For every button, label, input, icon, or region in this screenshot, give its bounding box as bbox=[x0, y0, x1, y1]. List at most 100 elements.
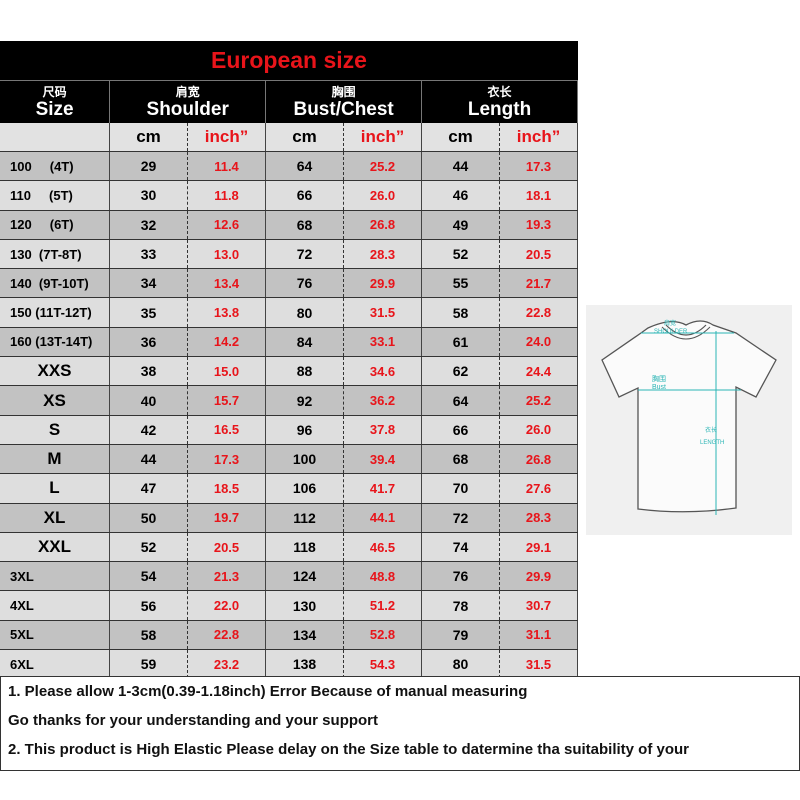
size-label: 110 (5T) bbox=[0, 181, 110, 210]
length-inch-cell: 27.6 bbox=[500, 474, 578, 503]
bust-inch-cell: 29.9 bbox=[344, 269, 422, 298]
size-label: XL bbox=[0, 503, 110, 532]
diagram-bust-en: Bust bbox=[652, 384, 666, 391]
shoulder-inch-cell: 19.7 bbox=[188, 503, 266, 532]
bust-cm-cell: 118 bbox=[266, 532, 344, 562]
shoulder-inch-cell: 22.8 bbox=[188, 620, 266, 650]
bust-cm-cell: 124 bbox=[266, 562, 344, 591]
size-label: XXS bbox=[0, 357, 110, 386]
bust-cm-cell: 76 bbox=[266, 269, 344, 298]
length-inch-cell: 25.2 bbox=[500, 386, 578, 415]
shoulder-cm-cell: 58 bbox=[110, 620, 188, 650]
table-row: XS 40 15.7 92 36.2 64 25.2 bbox=[0, 386, 578, 416]
size-label: 100 (4T) bbox=[0, 152, 110, 181]
shoulder-cm-cell: 35 bbox=[110, 298, 188, 327]
shoulder-cm-cell: 47 bbox=[110, 474, 188, 503]
shoulder-cm-cell: 56 bbox=[110, 591, 188, 620]
table-row: L 47 18.5 106 41.7 70 27.6 bbox=[0, 474, 578, 504]
table-row: 140 (9T-10T) 34 13.4 76 29.9 55 21.7 bbox=[0, 269, 578, 299]
bust-cm-cell: 130 bbox=[266, 591, 344, 620]
table-row: S 42 16.5 96 37.8 66 26.0 bbox=[0, 415, 578, 445]
size-label: L bbox=[0, 474, 110, 503]
bust-inch-cell: 48.8 bbox=[344, 562, 422, 591]
bust-inch-cell: 51.2 bbox=[344, 591, 422, 620]
length-inch-cell: 26.8 bbox=[500, 444, 578, 474]
table-row: 120 (6T) 32 12.6 68 26.8 49 19.3 bbox=[0, 210, 578, 240]
shoulder-inch-cell: 16.5 bbox=[188, 415, 266, 444]
header-length-en: Length bbox=[467, 99, 532, 120]
shoulder-cm-cell: 38 bbox=[110, 357, 188, 386]
length-cm-cell: 58 bbox=[422, 298, 500, 327]
bust-inch-cell: 36.2 bbox=[344, 386, 422, 415]
size-label: 120 (6T) bbox=[0, 210, 110, 239]
bust-cm-cell: 72 bbox=[266, 239, 344, 269]
shoulder-inch-cell: 22.0 bbox=[188, 591, 266, 620]
size-label: 140 (9T-10T) bbox=[0, 269, 110, 298]
bust-inch-cell: 34.6 bbox=[344, 357, 422, 386]
bust-cm-cell: 84 bbox=[266, 327, 344, 357]
length-cm-cell: 64 bbox=[422, 386, 500, 415]
length-cm-cell: 52 bbox=[422, 239, 500, 269]
size-label: XXL bbox=[0, 532, 110, 562]
bust-cm-cell: 138 bbox=[266, 650, 344, 679]
length-inch-cell: 20.5 bbox=[500, 239, 578, 269]
length-cm-cell: 80 bbox=[422, 650, 500, 679]
length-inch-cell: 18.1 bbox=[500, 181, 578, 210]
shoulder-inch-cell: 17.3 bbox=[188, 444, 266, 474]
header-row: 尺码 Size 肩宽 Shoulder 胸围 Bust/Chest 衣长 Length bbox=[0, 81, 578, 123]
shoulder-cm-cell: 36 bbox=[110, 327, 188, 357]
bust-cm-cell: 100 bbox=[266, 444, 344, 474]
table-row: 110 (5T) 30 11.8 66 26.0 46 18.1 bbox=[0, 181, 578, 211]
length-inch-cell: 24.0 bbox=[500, 327, 578, 357]
diagram-shoulder-cn: 肩宽 bbox=[664, 319, 676, 327]
bust-cm-cell: 68 bbox=[266, 210, 344, 239]
note-2: Go thanks for your understanding and you… bbox=[8, 712, 379, 729]
shoulder-cm-cell: 33 bbox=[110, 239, 188, 269]
bust-inch-cell: 41.7 bbox=[344, 474, 422, 503]
bust-cm-cell: 88 bbox=[266, 357, 344, 386]
bust-cm-cell: 66 bbox=[266, 181, 344, 210]
diagram-shoulder-en: SHOULDER bbox=[654, 329, 688, 335]
length-inch-cell: 30.7 bbox=[500, 591, 578, 620]
length-inch-cell: 29.1 bbox=[500, 532, 578, 562]
length-cm-cell: 55 bbox=[422, 269, 500, 298]
length-cm-cell: 79 bbox=[422, 620, 500, 650]
tshirt-icon: 肩宽 SHOULDER 胸围 Bust 衣长 LENGTH bbox=[601, 319, 777, 515]
shoulder-inch-cell: 21.3 bbox=[188, 562, 266, 591]
bust-inch-cell: 31.5 bbox=[344, 298, 422, 327]
shoulder-inch-cell: 23.2 bbox=[188, 650, 266, 679]
header-length: 衣长 Length bbox=[422, 81, 578, 123]
note-1: 1. Please allow 1-3cm(0.39-1.18inch) Err… bbox=[8, 683, 528, 700]
table-row: M 44 17.3 100 39.4 68 26.8 bbox=[0, 444, 578, 475]
header-bust: 胸围 Bust/Chest bbox=[266, 81, 423, 123]
bust-inch-cell: 54.3 bbox=[344, 650, 422, 679]
diagram-length-en: LENGTH bbox=[700, 440, 724, 446]
bust-inch-cell: 37.8 bbox=[344, 415, 422, 444]
bust-inch-cell: 46.5 bbox=[344, 532, 422, 562]
length-cm-cell: 70 bbox=[422, 474, 500, 503]
shoulder-inch-cell: 18.5 bbox=[188, 474, 266, 503]
shoulder-inch-cell: 14.2 bbox=[188, 327, 266, 357]
header-length-cn: 衣长 bbox=[487, 85, 512, 99]
length-inch-cell: 21.7 bbox=[500, 269, 578, 298]
size-label: 150 (11T-12T) bbox=[0, 298, 110, 327]
length-cm-cell: 66 bbox=[422, 415, 500, 444]
length-cm-cell: 46 bbox=[422, 181, 500, 210]
shoulder-inch-cell: 15.7 bbox=[188, 386, 266, 415]
note-3: 2. This product is High Elastic Please d… bbox=[8, 741, 689, 758]
diagram-length-cn: 衣长 bbox=[705, 426, 717, 434]
length-inch-cell: 22.8 bbox=[500, 298, 578, 327]
bust-inch-cell: 26.0 bbox=[344, 181, 422, 210]
size-label: 4XL bbox=[0, 591, 110, 620]
size-label: XS bbox=[0, 386, 110, 415]
shoulder-cm-cell: 59 bbox=[110, 650, 188, 679]
size-label: M bbox=[0, 444, 110, 474]
length-inch-cell: 17.3 bbox=[500, 152, 578, 181]
shoulder-cm-cell: 40 bbox=[110, 386, 188, 415]
unit-cm: cm bbox=[110, 123, 188, 151]
size-rows: 100 (4T) 29 11.4 64 25.2 44 17.3 110 (5T) 30 11.8… bbox=[0, 152, 578, 680]
table-row: XL 50 19.7 112 44.1 72 28.3 bbox=[0, 503, 578, 533]
table-row: 160 (13T-14T) 36 14.2 84 33.1 61 24.0 bbox=[0, 327, 578, 358]
diagram-bust-cn: 胸围 bbox=[652, 374, 666, 383]
table-row: XXL 52 20.5 118 46.5 74 29.1 bbox=[0, 532, 578, 563]
